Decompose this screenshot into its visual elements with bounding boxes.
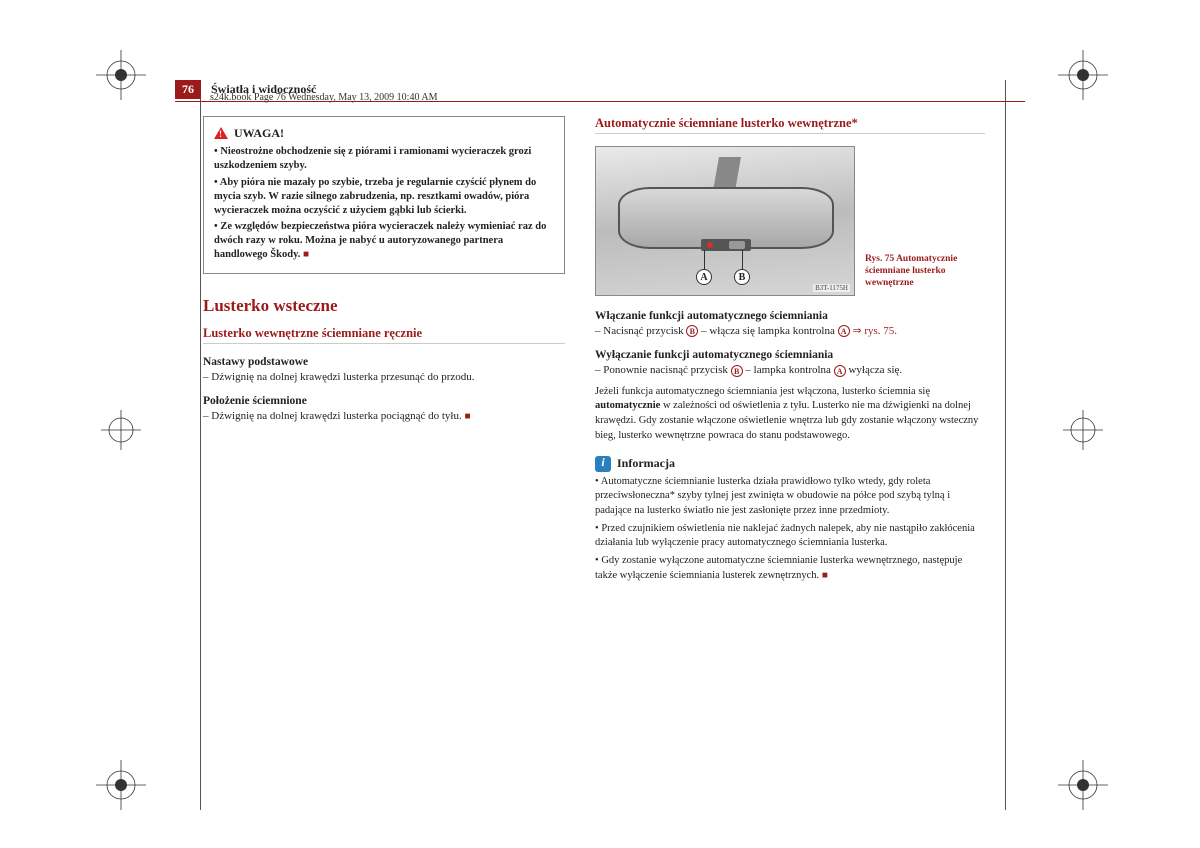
subheading: Włączanie funkcji automatycznego ściemni… xyxy=(595,310,985,322)
warning-item: Ze względów bezpieczeństwa pióra wyciera… xyxy=(214,220,554,263)
figure: A B B3T-1175H Rys. 75 Automatycznie ście… xyxy=(595,146,985,296)
ref-a-icon: A xyxy=(834,365,846,377)
ref-b-icon: B xyxy=(686,325,698,337)
warning-item: Nieostrożne obchodzenie się z piórami i … xyxy=(214,145,554,173)
ref-b-icon: B xyxy=(731,365,743,377)
crop-mark-icon xyxy=(1058,50,1108,100)
info-icon xyxy=(595,456,611,472)
subheading: Wyłączanie funkcji automatycznego ściemn… xyxy=(595,349,985,361)
body-text: Dźwignię na dolnej krawędzi lusterka prz… xyxy=(203,370,565,385)
subheading: Nastawy podstawowe xyxy=(203,356,565,368)
body-text: Nacisnąć przycisk B – włącza się lampka … xyxy=(595,324,985,339)
end-marker: ■ xyxy=(303,249,309,260)
info-list: Automatyczne ściemnianie lusterka działa… xyxy=(595,475,985,584)
section-heading: Lusterko wsteczne xyxy=(203,296,565,316)
info-title-text: Informacja xyxy=(617,456,675,471)
subsection-heading: Automatycznie ściemniane lusterko wewnęt… xyxy=(595,116,985,134)
info-item: Automatyczne ściemnianie lusterka działa… xyxy=(595,475,985,519)
mirror-button-unit xyxy=(701,239,751,251)
body-paragraph: Jeżeli funkcja automatycznego ściemniani… xyxy=(595,385,985,444)
figure-caption: Rys. 75 Automatycznie ściemniane lusterk… xyxy=(865,254,975,296)
figure-code: B3T-1175H xyxy=(813,284,850,292)
callout-b: B xyxy=(734,269,750,285)
right-column: Automatycznie ściemniane lusterko wewnęt… xyxy=(595,116,985,583)
figure-image: A B B3T-1175H xyxy=(595,146,855,296)
page-number: 76 xyxy=(175,80,201,99)
crop-mark-icon xyxy=(96,50,146,100)
callout-a: A xyxy=(696,269,712,285)
warning-icon xyxy=(214,127,228,139)
figure-ref: ⇒ rys. 75. xyxy=(850,325,897,337)
page-header: 76 Światła i widoczność xyxy=(175,80,1025,102)
crop-mark-icon xyxy=(96,405,146,455)
callout-line xyxy=(704,250,705,270)
page-content: 76 Światła i widoczność UWAGA! Nieostroż… xyxy=(175,80,1025,583)
info-item: Gdy zostanie wyłączone automatyczne ście… xyxy=(595,554,985,583)
warning-title: UWAGA! xyxy=(214,125,554,141)
crop-mark-icon xyxy=(1058,405,1108,455)
info-item: Przed czujnikiem oświetlenia nie nakleja… xyxy=(595,522,985,551)
crop-mark-icon xyxy=(1058,760,1108,810)
warning-item: Aby pióra nie mazały po szybie, trzeba j… xyxy=(214,176,554,219)
warning-box: UWAGA! Nieostrożne obchodzenie się z pió… xyxy=(203,116,565,274)
warning-title-text: UWAGA! xyxy=(234,125,284,141)
chapter-title: Światła i widoczność xyxy=(211,82,316,97)
info-title: Informacja xyxy=(595,456,985,472)
subheading: Położenie ściemnione xyxy=(203,395,565,407)
body-text: Dźwignię na dolnej krawędzi lusterka poc… xyxy=(203,409,565,424)
end-marker: ■ xyxy=(464,411,470,422)
callout-line xyxy=(742,250,743,270)
crop-mark-icon xyxy=(96,760,146,810)
subsection-heading: Lusterko wewnętrzne ściemniane ręcznie xyxy=(203,326,565,344)
mirror-mount xyxy=(713,157,741,191)
left-column: UWAGA! Nieostrożne obchodzenie się z pió… xyxy=(175,116,565,583)
body-text: Ponownie nacisnąć przycisk B – lampka ko… xyxy=(595,363,985,378)
ref-a-icon: A xyxy=(838,325,850,337)
end-marker: ■ xyxy=(822,570,828,581)
